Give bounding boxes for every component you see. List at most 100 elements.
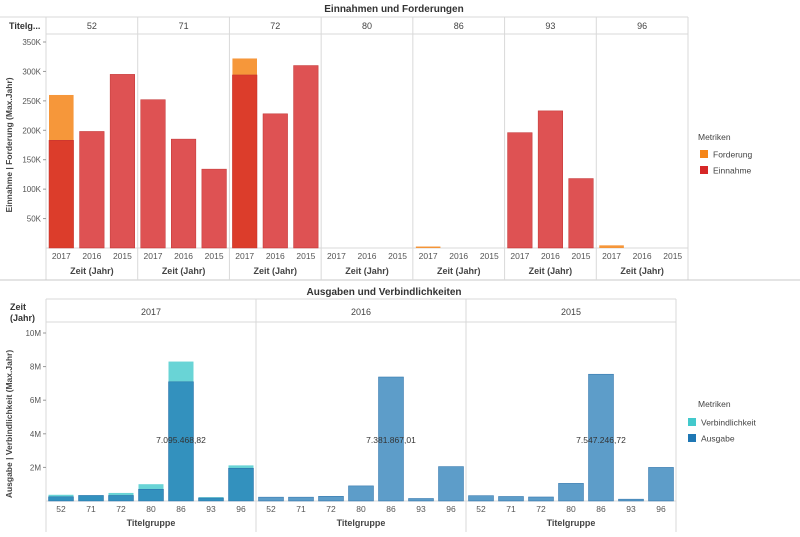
ausgabe-bar	[288, 496, 314, 502]
ausgabe-bar	[348, 485, 374, 502]
bottom-y-tick-label: 2M	[30, 463, 41, 472]
bottom-x-tick-label: 52	[476, 504, 486, 514]
bottom-panel-header: 2015	[561, 307, 581, 317]
bottom-y-tick-label: 8M	[30, 363, 41, 372]
ausgabe-bar	[168, 381, 194, 502]
top-x-axis-label: Zeit (Jahr)	[254, 266, 298, 276]
bottom-x-tick-label: 96	[446, 504, 456, 514]
top-x-tick-label: 2017	[510, 251, 529, 261]
top-panel-header: 93	[545, 21, 555, 31]
top-x-tick-label: 2016	[174, 251, 193, 261]
bottom-x-tick-label: 72	[326, 504, 336, 514]
einnahme-bar	[171, 138, 197, 249]
top-y-tick-label: 100K	[22, 185, 41, 194]
ausgabe-bar	[438, 466, 464, 502]
einnahme-bar	[568, 178, 594, 249]
ausgabe-bar	[498, 496, 524, 502]
top-x-axis-label: Zeit (Jahr)	[437, 266, 481, 276]
bottom-x-tick-label: 93	[626, 504, 636, 514]
top-row-header: Titelg...	[9, 21, 40, 31]
forderung-bar	[415, 246, 441, 248]
top-chart-title: Einnahmen und Forderungen	[324, 4, 463, 15]
ausgabe-bar	[228, 467, 254, 502]
bottom-x-tick-label: 71	[86, 504, 96, 514]
top-panel-header: 72	[270, 21, 280, 31]
top-x-axis-label: Zeit (Jahr)	[345, 266, 389, 276]
ausgabe-bar	[408, 498, 434, 502]
einnahme-bar	[537, 110, 563, 249]
bottom-legend-label: Ausgabe	[701, 434, 735, 444]
top-x-tick-label: 2017	[52, 251, 71, 261]
einnahme-bar	[109, 74, 135, 249]
top-x-axis-label: Zeit (Jahr)	[529, 266, 573, 276]
forderung-bar	[599, 245, 624, 248]
ausgabe-bar	[108, 495, 134, 502]
einnahme-bar	[79, 131, 105, 249]
bottom-x-tick-label: 86	[176, 504, 186, 514]
top-x-tick-label: 2016	[266, 251, 285, 261]
top-panel-header: 86	[454, 21, 464, 31]
einnahme-bar	[48, 140, 74, 249]
data-label: 7.381.867,01	[366, 435, 416, 445]
bottom-y-axis-label: Ausgabe | Verbindlichkeit (Max.Jahr)	[4, 350, 14, 499]
top-x-tick-label: 2015	[572, 251, 591, 261]
bottom-x-tick-label: 96	[656, 504, 666, 514]
top-legend-swatch	[700, 150, 708, 158]
bottom-x-tick-label: 93	[416, 504, 426, 514]
bottom-legend-swatch	[688, 418, 696, 426]
top-x-tick-label: 2016	[541, 251, 560, 261]
einnahme-bar	[507, 132, 533, 249]
data-label: 7.547.246,72	[576, 435, 626, 445]
top-x-axis-label: Zeit (Jahr)	[162, 266, 206, 276]
bottom-chart-title: Ausgaben und Verbindlichkeiten	[306, 287, 461, 298]
data-label: 7.095.468,82	[156, 435, 206, 445]
top-y-tick-label: 200K	[22, 126, 41, 135]
ausgabe-bar	[318, 496, 344, 502]
top-legend-label: Forderung	[713, 150, 752, 160]
bottom-x-axis-label: Titelgruppe	[127, 518, 176, 528]
bottom-y-tick-label: 10M	[25, 329, 41, 338]
chart-marks: 50K 100K 150K 200K 250K 300K 350K 52 2017 2016 201…	[0, 16, 800, 532]
bottom-x-tick-label: 80	[566, 504, 576, 514]
bottom-x-tick-label: 86	[386, 504, 396, 514]
bottom-x-tick-label: 80	[146, 504, 156, 514]
bottom-legend-label: Verbindlichkeit	[701, 418, 756, 428]
top-y-tick-label: 150K	[22, 156, 41, 165]
top-y-tick-label: 300K	[22, 67, 41, 76]
bottom-panel-header: 2017	[141, 307, 161, 317]
bottom-x-tick-label: 52	[56, 504, 66, 514]
bottom-x-axis-label: Titelgruppe	[337, 518, 386, 528]
bottom-x-tick-label: 71	[296, 504, 306, 514]
top-panel-header: 80	[362, 21, 372, 31]
top-y-tick-label: 250K	[22, 97, 41, 106]
top-x-axis-label: Zeit (Jahr)	[70, 266, 114, 276]
bottom-x-tick-label: 52	[266, 504, 276, 514]
ausgabe-bar	[468, 495, 494, 502]
top-x-axis-label: Zeit (Jahr)	[620, 266, 664, 276]
top-panel-header: 71	[179, 21, 189, 31]
einnahme-bar	[293, 65, 319, 249]
ausgabe-bar	[258, 496, 284, 502]
bottom-x-axis-label: Titelgruppe	[547, 518, 596, 528]
top-panel-header: 52	[87, 21, 97, 31]
ausgabe-bar	[528, 496, 554, 502]
top-x-tick-label: 2017	[419, 251, 438, 261]
top-y-axis-label: Einnahme | Forderung (Max.Jahr)	[4, 77, 14, 212]
top-x-tick-label: 2015	[663, 251, 682, 261]
top-legend-swatch	[700, 166, 708, 174]
bottom-x-tick-label: 71	[506, 504, 516, 514]
top-x-tick-label: 2017	[144, 251, 163, 261]
bottom-x-tick-label: 86	[596, 504, 606, 514]
bottom-x-tick-label: 72	[116, 504, 126, 514]
ausgabe-bar	[78, 495, 104, 502]
ausgabe-bar	[618, 498, 644, 502]
einnahme-bar	[140, 99, 166, 249]
top-x-tick-label: 2015	[113, 251, 132, 261]
top-x-tick-label: 2017	[235, 251, 254, 261]
ausgabe-bar	[48, 496, 74, 502]
ausgabe-bar	[588, 373, 614, 502]
top-x-tick-label: 2016	[82, 251, 101, 261]
bottom-row-header-line1: Zeit	[10, 302, 26, 312]
einnahme-bar	[232, 74, 258, 249]
